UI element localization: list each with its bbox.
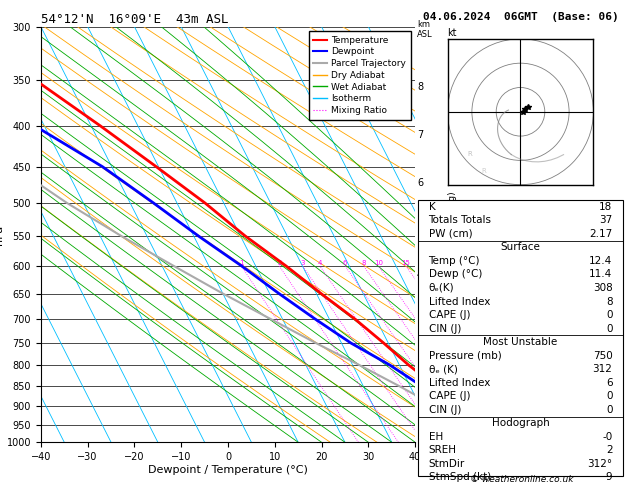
Text: 8: 8 xyxy=(361,260,366,266)
Text: Lifted Index: Lifted Index xyxy=(428,378,490,388)
Text: 312: 312 xyxy=(593,364,613,374)
Text: R: R xyxy=(467,151,472,156)
Text: 312°: 312° xyxy=(587,459,613,469)
Text: Totals Totals: Totals Totals xyxy=(428,215,491,226)
Text: K: K xyxy=(428,202,435,212)
Text: 11.4: 11.4 xyxy=(589,269,613,279)
Text: 308: 308 xyxy=(593,283,613,293)
Text: 2: 2 xyxy=(277,260,281,266)
Text: -0: -0 xyxy=(602,432,613,442)
Text: 6: 6 xyxy=(417,178,423,188)
Text: StmDir: StmDir xyxy=(428,459,465,469)
Text: PW (cm): PW (cm) xyxy=(428,229,472,239)
Text: Dewp (°C): Dewp (°C) xyxy=(428,269,482,279)
Text: CIN (J): CIN (J) xyxy=(428,324,461,333)
Text: 7: 7 xyxy=(417,130,423,140)
Text: © weatheronline.co.uk: © weatheronline.co.uk xyxy=(470,474,574,484)
Text: θₑ(K): θₑ(K) xyxy=(428,283,454,293)
Text: Surface: Surface xyxy=(501,243,540,252)
Text: Most Unstable: Most Unstable xyxy=(483,337,558,347)
Text: 4: 4 xyxy=(417,270,423,280)
Text: 18: 18 xyxy=(599,202,613,212)
X-axis label: Dewpoint / Temperature (°C): Dewpoint / Temperature (°C) xyxy=(148,465,308,475)
Text: 2.17: 2.17 xyxy=(589,229,613,239)
Text: 8: 8 xyxy=(417,82,423,92)
Text: CIN (J): CIN (J) xyxy=(428,405,461,415)
Text: 0: 0 xyxy=(606,391,613,401)
Text: Pressure (mb): Pressure (mb) xyxy=(428,350,501,361)
Text: LCL: LCL xyxy=(417,438,433,447)
Text: 9: 9 xyxy=(606,472,613,483)
Text: Lifted Index: Lifted Index xyxy=(428,296,490,307)
Text: 54°12'N  16°09'E  43m ASL: 54°12'N 16°09'E 43m ASL xyxy=(41,13,228,26)
Text: θₑ (K): θₑ (K) xyxy=(428,364,457,374)
Text: 3: 3 xyxy=(417,314,423,325)
Text: CAPE (J): CAPE (J) xyxy=(428,310,470,320)
Text: 15: 15 xyxy=(401,260,410,266)
Text: 12.4: 12.4 xyxy=(589,256,613,266)
Text: 0: 0 xyxy=(606,310,613,320)
Text: 3: 3 xyxy=(301,260,305,266)
Text: 1: 1 xyxy=(239,260,243,266)
Text: km
ASL: km ASL xyxy=(417,20,433,39)
Text: 6: 6 xyxy=(606,378,613,388)
Text: 4: 4 xyxy=(318,260,322,266)
Text: R: R xyxy=(482,168,486,174)
Text: Mixing Ratio (g/kg): Mixing Ratio (g/kg) xyxy=(448,191,457,278)
Text: 6: 6 xyxy=(343,260,347,266)
Legend: Temperature, Dewpoint, Parcel Trajectory, Dry Adiabat, Wet Adiabat, Isotherm, Mi: Temperature, Dewpoint, Parcel Trajectory… xyxy=(309,31,411,120)
Text: EH: EH xyxy=(428,432,443,442)
Text: 10: 10 xyxy=(374,260,383,266)
Text: StmSpd (kt): StmSpd (kt) xyxy=(428,472,491,483)
Text: 2: 2 xyxy=(606,445,613,455)
Text: Hodograph: Hodograph xyxy=(492,418,549,428)
Text: kt: kt xyxy=(448,28,457,38)
Text: 0: 0 xyxy=(606,324,613,333)
Text: 0: 0 xyxy=(606,405,613,415)
Text: 5: 5 xyxy=(417,225,423,235)
Text: 750: 750 xyxy=(593,350,613,361)
Text: Temp (°C): Temp (°C) xyxy=(428,256,480,266)
Text: CAPE (J): CAPE (J) xyxy=(428,391,470,401)
Text: 37: 37 xyxy=(599,215,613,226)
Y-axis label: hPa: hPa xyxy=(0,225,4,244)
Text: SREH: SREH xyxy=(428,445,457,455)
Text: 1: 1 xyxy=(417,400,423,410)
Text: 2: 2 xyxy=(417,358,423,368)
Text: 8: 8 xyxy=(606,296,613,307)
Text: 04.06.2024  06GMT  (Base: 06): 04.06.2024 06GMT (Base: 06) xyxy=(423,12,618,22)
